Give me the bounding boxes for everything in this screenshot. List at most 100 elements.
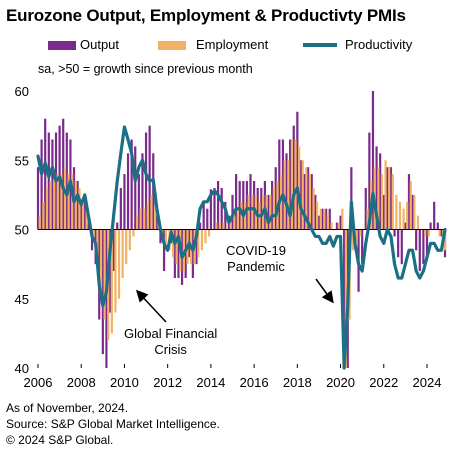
output-bar <box>44 118 47 230</box>
employment-bar <box>319 208 322 230</box>
employment-bar <box>99 229 103 292</box>
output-bar <box>278 139 281 230</box>
employment-bar <box>355 229 358 244</box>
output-bar <box>418 229 421 272</box>
output-bar <box>202 201 205 230</box>
x-tick-label: 2008 <box>67 375 96 390</box>
employment-bar <box>229 222 232 230</box>
output-bar <box>400 229 403 265</box>
y-tick-label: 50 <box>15 223 29 238</box>
chart-subtitle: sa, >50 = growth since previous month <box>38 62 253 76</box>
output-bar <box>47 132 50 230</box>
x-tick-label: 2012 <box>153 375 182 390</box>
output-bar <box>317 215 321 230</box>
output-bar <box>386 167 389 230</box>
employment-bar <box>326 215 330 230</box>
employment-bar <box>204 229 207 244</box>
employment-bar <box>380 174 384 230</box>
employment-bar <box>269 194 272 230</box>
output-bar <box>126 153 130 230</box>
output-bar <box>404 222 407 230</box>
employment-bar <box>312 187 315 230</box>
output-bar <box>159 229 162 244</box>
output-bar <box>325 208 328 230</box>
employment-bar <box>81 201 85 230</box>
employment-bar <box>416 215 420 230</box>
output-bar <box>339 215 342 230</box>
employment-bar <box>38 215 41 230</box>
output-bar <box>296 111 299 230</box>
employment-bar <box>222 222 225 230</box>
productivity-line <box>36 125 447 370</box>
output-bar <box>299 160 303 230</box>
employment-bar <box>200 229 203 251</box>
employment-bar <box>251 194 254 230</box>
output-bar <box>235 174 238 230</box>
employment-bar <box>153 208 157 230</box>
employment-bar <box>384 160 387 230</box>
output-bar <box>36 167 40 230</box>
employment-bar <box>316 201 319 230</box>
output-bar <box>40 139 43 230</box>
output-bar <box>368 132 371 230</box>
output-bar <box>101 229 104 355</box>
employment-bar <box>287 160 290 230</box>
output-bar <box>397 229 400 258</box>
legend-swatch-productivity <box>303 43 337 47</box>
employment-bar <box>135 215 139 230</box>
output-bar <box>260 187 263 230</box>
output-bar <box>274 167 277 230</box>
covid-annotation: COVID-19 Pandemic <box>226 243 286 275</box>
output-bar <box>307 167 310 230</box>
legend-label-output: Output <box>80 37 120 52</box>
output-bar <box>429 222 432 230</box>
output-bar <box>422 229 425 265</box>
employment-bar <box>197 229 200 258</box>
x-tick-label: 2018 <box>283 375 312 390</box>
output-bar <box>76 181 79 230</box>
output-bar <box>321 208 324 230</box>
output-bar <box>281 139 285 230</box>
output-bar <box>415 229 418 251</box>
employment-bar <box>438 229 441 237</box>
y-tick-label: 55 <box>15 153 29 168</box>
employment-bar <box>60 174 63 230</box>
employment-bar <box>247 194 250 230</box>
employment-bar <box>103 229 106 320</box>
employment-bar <box>132 229 135 237</box>
output-bar <box>314 194 317 230</box>
employment-bar <box>294 139 297 230</box>
employment-bar <box>359 229 362 237</box>
employment-bar <box>344 229 348 368</box>
covid-annotation-line2: Pandemic <box>227 259 285 274</box>
covid-annotation-line1: COVID-19 <box>226 243 286 258</box>
x-tick-label: 2014 <box>196 375 225 390</box>
employment-bar <box>236 208 239 230</box>
employment-bar <box>443 229 447 251</box>
output-bar <box>433 201 436 230</box>
output-bar <box>289 139 292 230</box>
employment-bar <box>45 187 49 230</box>
employment-bar <box>143 208 146 230</box>
output-bar <box>285 153 288 230</box>
employment-bar <box>146 201 149 230</box>
employment-bar <box>298 146 301 230</box>
output-bar <box>198 222 202 230</box>
output-bar <box>263 181 267 230</box>
employment-bar <box>53 181 56 230</box>
output-bar <box>379 153 382 230</box>
employment-bar <box>283 160 286 230</box>
output-bar <box>328 208 331 230</box>
y-tick-label: 60 <box>15 84 29 99</box>
output-bar <box>371 91 375 230</box>
legend-swatch-output <box>48 41 76 50</box>
employment-bar <box>366 208 369 230</box>
employment-bar <box>125 229 128 265</box>
employment-bar <box>85 208 88 230</box>
x-tick-label: 2010 <box>110 375 139 390</box>
output-bar <box>440 229 443 237</box>
output-bar <box>206 208 209 230</box>
output-bar <box>361 229 364 265</box>
y-tick-label: 45 <box>15 292 29 307</box>
employment-bar <box>272 187 276 230</box>
